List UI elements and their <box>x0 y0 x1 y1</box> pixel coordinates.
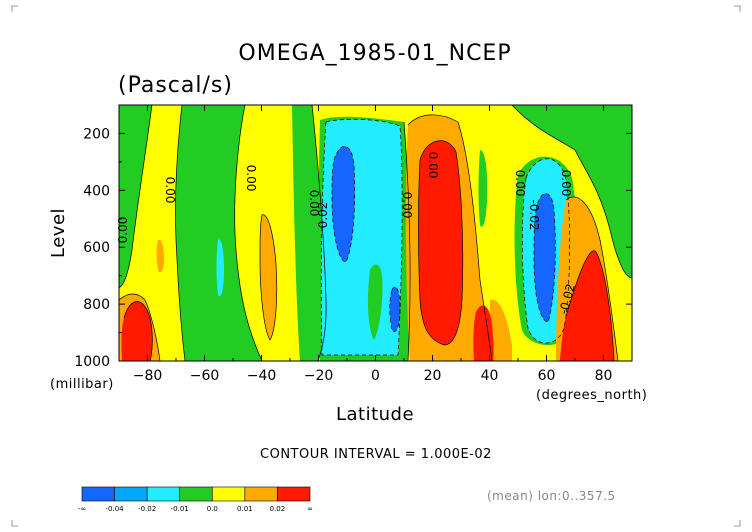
red-region-tropics-north <box>418 140 463 345</box>
colorbar-tick-label: -0.02 <box>138 505 156 513</box>
red-region-north-mid <box>473 305 494 361</box>
green-region-left <box>119 105 152 288</box>
green-region-north-high <box>512 105 632 278</box>
x-tick-label: 60 <box>538 368 556 384</box>
y-tick-label: 600 <box>83 240 110 256</box>
colorbar-swatch <box>146 486 181 502</box>
colorbar-tick-label: -∞ <box>78 505 86 513</box>
blue-region-equator-core <box>332 146 355 262</box>
chart-title: OMEGA_1985-01_NCEP <box>238 41 511 66</box>
x-tick-label: −40 <box>247 368 277 384</box>
y-axis-label: Level <box>48 208 69 258</box>
x-tick-label: 0 <box>371 368 380 384</box>
contour-label: 0.00 <box>400 192 414 219</box>
contour-label: 0.00 <box>426 152 440 179</box>
contour-lines-dashed <box>320 119 570 356</box>
contour-label: 0.02 <box>316 202 330 229</box>
orange-region-north-mid <box>490 299 512 361</box>
green-region-southtrop <box>292 105 327 361</box>
contour-labels: 0.000.00 0.000.00 0.000.00 0.000.000.02 -0.0… <box>116 152 578 316</box>
averaging-text: (mean) lon:0..357.5 <box>487 489 616 503</box>
colorbar-swatch <box>114 486 148 502</box>
colorbar-swatch <box>244 486 278 502</box>
green-region-midwest <box>175 105 262 361</box>
colorbar-swatch <box>211 486 246 502</box>
contour-interval-text: CONTOUR INTERVAL = 1.000E-02 <box>260 447 492 462</box>
contour-label: 0.00 <box>307 190 321 217</box>
contour-label: 0.00 <box>559 170 573 197</box>
contour-label: -0.02 <box>527 199 541 230</box>
colorbar-swatch <box>277 486 311 502</box>
colorbar-tick-label: 0.01 <box>237 505 253 513</box>
colorbar-tick-label: -0.04 <box>106 505 125 513</box>
colorbar-tick-label: 0.02 <box>270 505 286 513</box>
x-tick-label: 40 <box>481 368 499 384</box>
y-tick-label: 1000 <box>74 354 110 370</box>
green-island-equator <box>367 264 383 340</box>
contour-lines-solid <box>119 105 632 361</box>
corner-marks <box>11 5 741 527</box>
x-tick-label: 20 <box>424 368 442 384</box>
cyan-region-south-small <box>216 239 224 297</box>
x-tick-label: −20 <box>304 368 334 384</box>
green-region-north-mid <box>478 150 488 227</box>
orange-region-midlat <box>260 214 277 340</box>
colorbar-swatch <box>179 486 213 502</box>
x-tick-label: −60 <box>190 368 220 384</box>
contour-label: 0.00 <box>163 177 177 204</box>
x-axis-label: Latitude <box>336 404 414 425</box>
colorbar-tick-label: -0.01 <box>171 505 189 513</box>
contour-label: 0.00 <box>244 165 258 192</box>
colorbar-tick-label: ∞ <box>307 505 313 513</box>
y-tick-label: 200 <box>83 126 110 142</box>
contour-label: 0.00 <box>116 217 130 244</box>
y-tick-label: 400 <box>83 183 110 199</box>
red-region-southpole <box>121 301 153 361</box>
x-tick-label: 80 <box>595 368 613 384</box>
y-axis-unit: (millibar) <box>50 377 114 392</box>
contour-label: 0.00 <box>513 170 527 197</box>
contour-plot-area <box>119 105 632 361</box>
x-tick-label: −80 <box>133 368 163 384</box>
y-tick-label: 800 <box>83 297 110 313</box>
colorbar-tick-label: 0.0 <box>207 505 218 513</box>
red-region-north-high <box>560 250 614 361</box>
y-axis: 200 400 600 800 1000 <box>74 126 632 370</box>
x-axis-unit: (degrees_north) <box>536 388 647 403</box>
cyan-region-equator <box>321 119 403 355</box>
colorbar: -∞ -0.04 -0.02 -0.01 0.0 0.01 0.02 ∞ <box>78 486 313 513</box>
x-axis: −80 −60 −40 −20 0 20 40 60 80 <box>118 105 633 384</box>
orange-region-south-mid <box>156 239 164 273</box>
chart-subtitle: (Pascal/s) <box>118 73 233 98</box>
blue-region-equator-small <box>389 286 400 332</box>
colorbar-swatch <box>81 486 115 502</box>
blue-region-north-core <box>534 193 556 322</box>
